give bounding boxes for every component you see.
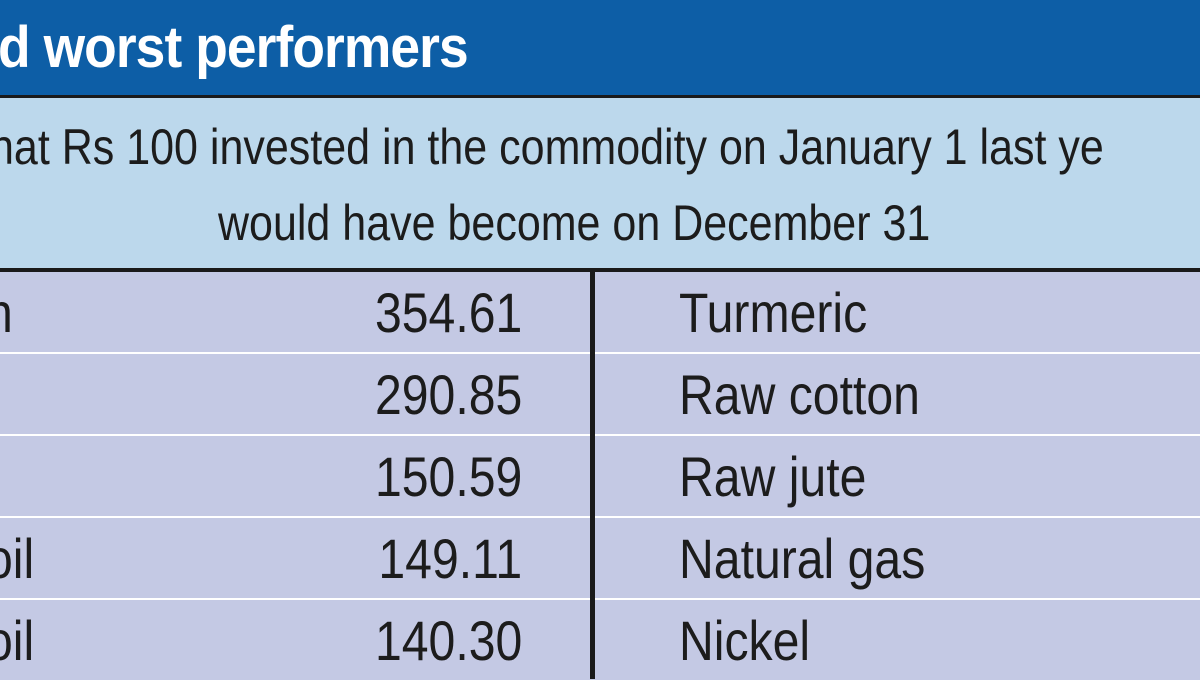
worst-performer-cell: Nickel (595, 600, 1200, 680)
worst-performer-cell: Raw cotton (595, 354, 1200, 434)
page-title: d worst performers (0, 15, 469, 80)
worst-commodity-name: Raw jute (679, 445, 867, 508)
performers-table: n 354.61 Turmeric 290.85 Raw cotton 150.… (0, 268, 1200, 680)
best-performer-cell: oil 140.30 (0, 600, 590, 680)
table-row: oil 140.30 Nickel (0, 600, 1200, 680)
title-bar: d worst performers (0, 0, 1200, 98)
worst-commodity-name: Turmeric (679, 281, 868, 344)
worst-performer-cell: Natural gas (595, 518, 1200, 598)
best-commodity-name: oil (0, 609, 35, 672)
table-row: 290.85 Raw cotton (0, 354, 1200, 434)
best-performer-cell: oil 149.11 (0, 518, 590, 598)
best-commodity-name: n (0, 280, 13, 345)
best-performer-cell: n 354.61 (0, 272, 590, 352)
best-commodity-value: 354.61 (374, 281, 522, 344)
table-row: n 354.61 Turmeric (0, 272, 1200, 352)
best-performer-cell: 150.59 (0, 436, 590, 516)
best-performer-cell: 290.85 (0, 354, 590, 434)
best-commodity-value: 149.11 (378, 527, 522, 590)
best-commodity-name: oil (0, 527, 35, 590)
worst-commodity-name: Natural gas (679, 527, 926, 590)
table-row: oil 149.11 Natural gas (0, 518, 1200, 598)
worst-commodity-name: Nickel (679, 609, 811, 672)
subtitle-line-1: hat Rs 100 invested in the commodity on … (0, 119, 1104, 175)
worst-performer-cell: Turmeric (595, 272, 1200, 352)
column-divider (590, 272, 595, 679)
best-commodity-value: 150.59 (374, 445, 522, 508)
best-commodity-value: 140.30 (374, 609, 522, 672)
table-row: 150.59 Raw jute (0, 436, 1200, 516)
worst-commodity-name: Raw cotton (679, 363, 920, 426)
worst-performer-cell: Raw jute (595, 436, 1200, 516)
subtitle-line-2: would have become on December 31 (218, 195, 931, 251)
subtitle-band: hat Rs 100 invested in the commodity on … (0, 98, 1200, 270)
best-commodity-value: 290.85 (374, 363, 522, 426)
